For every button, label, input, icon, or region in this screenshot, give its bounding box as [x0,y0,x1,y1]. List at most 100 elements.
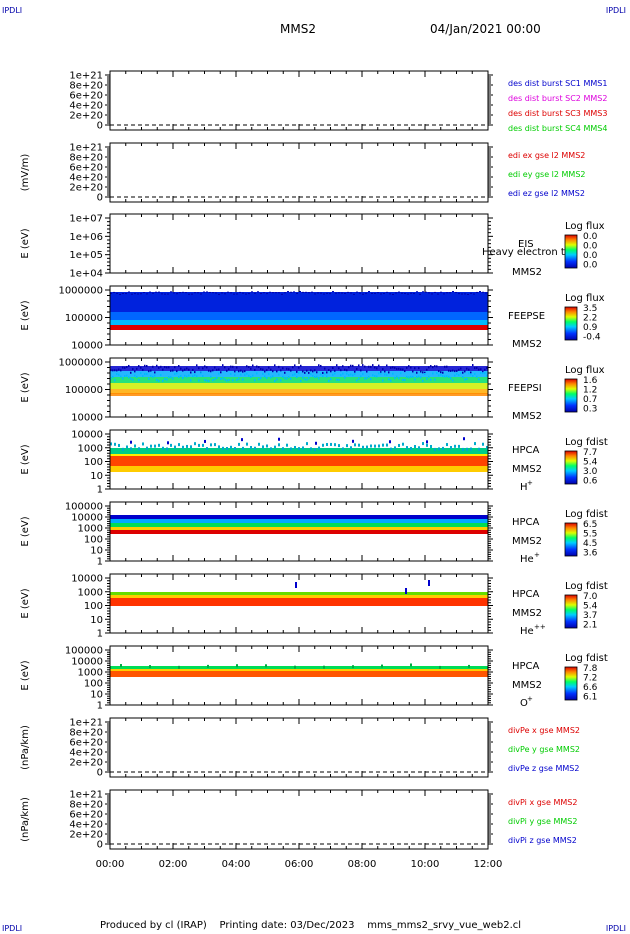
speckle [292,374,294,377]
speckle [132,368,134,371]
speckle [376,367,378,370]
y-tick-label: 100000 [65,502,103,513]
speckle [158,291,160,293]
speckle [376,375,378,378]
speckle [140,293,142,295]
speckle [278,437,280,441]
speckle [320,373,322,376]
speckle [442,446,444,450]
speckle [122,377,124,380]
speckle [266,293,268,295]
y-tick-label: 6e+20 [69,810,103,821]
band [110,448,488,455]
legend-entry: edi ez gse l2 MMS2 [508,189,585,198]
speckle [318,446,320,450]
band [110,389,488,394]
y-tick-label: 6e+20 [69,163,103,174]
speckle [242,370,244,373]
band-peak [110,671,488,677]
speckle [188,293,190,295]
speckle [478,447,480,451]
legend-entry: divPe y gse MMS2 [508,745,580,754]
x-tick-label: 02:00 [159,859,188,870]
speckle [456,369,458,372]
speckle [268,372,270,375]
speckle [372,364,374,367]
speckle [110,377,112,380]
colorbar-tick-label: 3.7 [583,611,597,621]
speckle [418,446,420,450]
speckle [476,291,478,293]
speckle [446,365,448,368]
speckle [226,379,228,382]
speckle [418,375,420,378]
instrument-label: EIS [518,239,534,250]
panel-4: 10000 100000 1000000 E (eV) FEEPSE MMS2 Log fl… [20,285,605,352]
speckle [476,366,478,369]
speckle [292,366,294,369]
y-tick-label: 8e+20 [69,153,103,164]
speckle [418,367,420,370]
speckle [360,369,362,372]
legend-entry: divPi x gse MMS2 [508,798,577,807]
speckle [364,377,366,380]
speckle [420,370,422,373]
overlay-label: Heavy electron to [482,247,571,258]
speckle [474,372,476,375]
speckle [227,291,229,293]
panel-6: 1 10 100 1000 10000 E (eV) HPCA MMS2 H + Log fdist… [20,429,608,496]
speckle [330,378,332,381]
speckle [306,378,308,381]
y-tick-label: 1e+21 [69,718,103,729]
y-tick-label: 1e+04 [69,269,103,280]
speckle [224,366,226,369]
speckle [386,291,388,293]
speckle [323,665,325,669]
speckle [228,379,230,382]
speckle [152,365,154,368]
colorbar-tick-label: 0.6 [583,477,598,487]
speckle [392,372,394,375]
speckle [212,369,214,372]
plot-date: 04/Jan/2021 00:00 [430,22,541,36]
speckle [311,291,313,293]
speckle [360,375,362,378]
speckle [324,372,326,375]
speckle [350,373,352,376]
speckle [346,369,348,372]
speckle [426,440,428,444]
y-tick-label: 8e+20 [69,800,103,811]
speckle [330,442,332,446]
panel-frame [109,142,489,203]
species-charge: + [527,695,533,703]
speckle [218,372,220,375]
y-axis-label: E (eV) [20,444,31,474]
speckle [196,375,198,378]
speckle [414,378,416,381]
speckle [110,369,112,372]
speckle [244,370,246,373]
y-axis-label: E (eV) [20,300,31,330]
colorbar-tick-label: 6.5 [583,520,597,530]
speckle [233,293,235,295]
speckle [245,293,247,295]
colorbar-tick-label: 0.7 [583,395,597,405]
speckle [130,377,132,380]
species-label: He [520,626,534,637]
y-tick-label: 10 [90,615,103,626]
band-mid [110,312,488,320]
speckle [204,365,206,368]
speckle [464,378,466,381]
speckle [246,372,248,375]
speckle [389,440,391,444]
y-tick-label: 2e+20 [69,758,103,769]
y-tick-label: 0 [97,768,103,779]
speckle [332,373,334,376]
speckle [230,365,232,368]
speckle [128,364,130,367]
speckle [280,379,282,382]
speckle [284,371,286,374]
speckle [366,445,368,449]
